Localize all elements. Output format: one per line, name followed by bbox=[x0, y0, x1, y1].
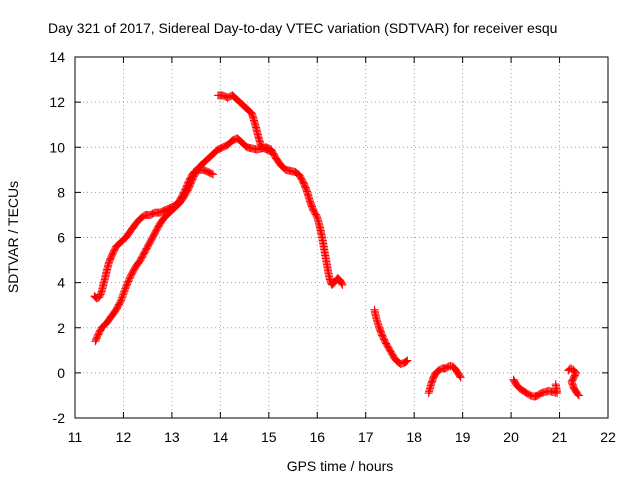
grid bbox=[75, 57, 608, 418]
x-tick-label: 14 bbox=[213, 429, 229, 445]
axes: 11 12 13 14 15 16 17 18 19 20 21 22 -2 0 2 4 6 8 10 12 14 bbox=[49, 49, 616, 445]
data-point bbox=[209, 170, 218, 179]
x-tick-label: 16 bbox=[309, 429, 325, 445]
series-arc-3 bbox=[213, 91, 276, 156]
x-tick-label: 20 bbox=[503, 429, 519, 445]
x-tick-label: 17 bbox=[358, 429, 374, 445]
y-tick-label: 6 bbox=[57, 230, 65, 246]
x-tick-label: 19 bbox=[455, 429, 471, 445]
data-point bbox=[338, 280, 347, 289]
x-tick-label: 13 bbox=[164, 429, 180, 445]
data-point bbox=[266, 147, 275, 156]
series-arc-4 bbox=[370, 305, 412, 368]
data-points bbox=[90, 91, 583, 401]
x-tick-label: 12 bbox=[116, 429, 132, 445]
y-tick-label: 14 bbox=[49, 49, 65, 65]
y-axis-title: SDTVAR / TECUs bbox=[5, 181, 21, 293]
data-point bbox=[401, 357, 410, 366]
series-arc-6 bbox=[509, 375, 562, 401]
series-arc-5 bbox=[424, 362, 465, 398]
data-point bbox=[574, 391, 583, 400]
x-axis-title: GPS time / hours bbox=[287, 458, 394, 474]
data-point bbox=[455, 372, 464, 381]
data-point bbox=[337, 279, 346, 288]
y-tick-label: 8 bbox=[57, 184, 65, 200]
series-arc-7 bbox=[564, 364, 583, 400]
x-tick-label: 11 bbox=[68, 429, 83, 445]
data-point bbox=[267, 147, 276, 156]
data-point bbox=[403, 356, 412, 365]
x-tick-label: 15 bbox=[261, 429, 277, 445]
data-point bbox=[573, 390, 582, 399]
x-tick-label: 22 bbox=[600, 429, 616, 445]
y-tick-label: -2 bbox=[53, 410, 66, 426]
y-tick-label: 2 bbox=[57, 320, 65, 336]
data-point bbox=[551, 380, 560, 389]
x-tick-label: 18 bbox=[406, 429, 422, 445]
data-point bbox=[207, 169, 216, 178]
x-tick-label: 21 bbox=[552, 429, 568, 445]
data-point bbox=[402, 357, 411, 366]
y-tick-label: 12 bbox=[49, 94, 65, 110]
data-point bbox=[456, 373, 465, 382]
y-tick-label: 10 bbox=[49, 139, 65, 155]
y-tick-label: 0 bbox=[57, 365, 65, 381]
y-tick-label: 4 bbox=[57, 275, 65, 291]
chart-title: Day 321 of 2017, Sidereal Day-to-day VTE… bbox=[48, 20, 557, 36]
